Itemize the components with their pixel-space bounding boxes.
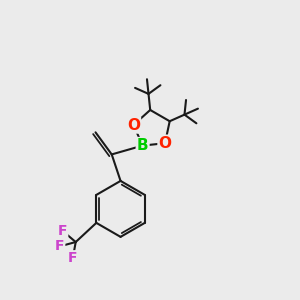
- Text: F: F: [68, 251, 77, 265]
- Text: O: O: [158, 136, 172, 151]
- Text: B: B: [137, 138, 148, 153]
- Text: O: O: [127, 118, 140, 133]
- Text: F: F: [58, 224, 67, 238]
- Text: F: F: [55, 239, 64, 254]
